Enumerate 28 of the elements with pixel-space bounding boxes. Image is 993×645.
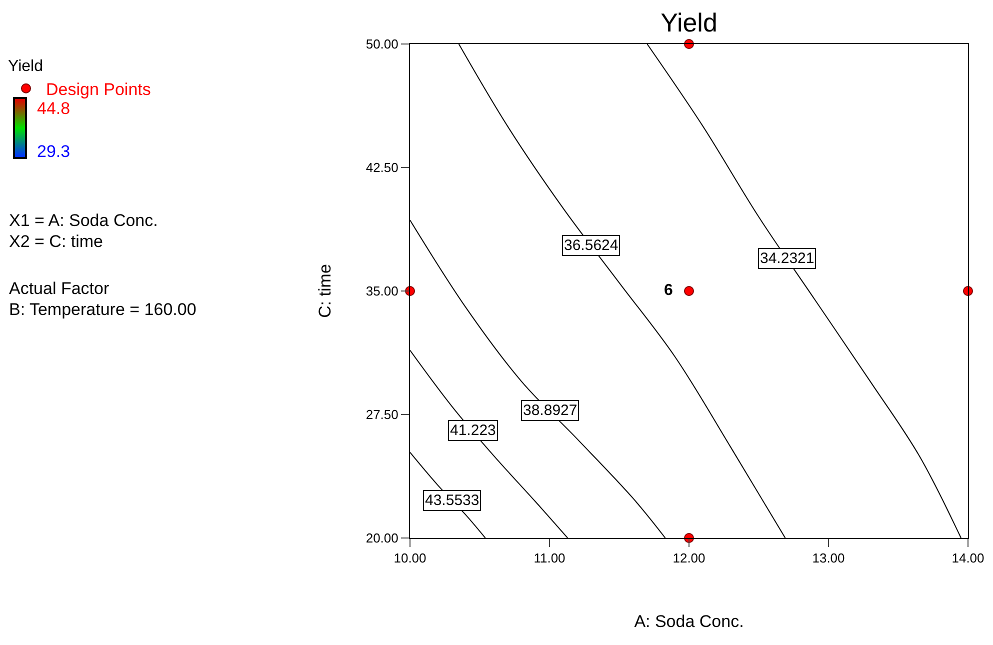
- x-tick-label: 14.00: [952, 550, 984, 566]
- annotation: 6: [664, 282, 673, 299]
- y-tick-label: 35.00: [366, 284, 398, 299]
- y-tick-label: 20.00: [366, 530, 398, 546]
- x-tick-label: 13.00: [812, 550, 845, 566]
- text: X2 = C: time: [9, 232, 104, 251]
- x-tick-label: 10.00: [394, 550, 426, 566]
- series-label: 36.5624: [564, 237, 618, 254]
- series-label: 43.5533: [425, 492, 480, 509]
- text: X1 = A: Soda Conc.: [9, 211, 158, 230]
- y-tick-label: 42.50: [366, 160, 398, 176]
- chart-title: Yield: [660, 8, 718, 38]
- series-label: 41.223: [450, 422, 496, 439]
- legend-label: Design Points: [46, 80, 151, 99]
- text: Actual Factor: [9, 279, 110, 298]
- y-tick-label: 50.00: [366, 36, 398, 52]
- legend-title: Yield: [8, 58, 43, 75]
- text: 29.3: [37, 142, 70, 161]
- text: B: Temperature = 160.00: [9, 300, 196, 319]
- x-tick-label: 12.00: [672, 550, 706, 566]
- series-label: 38.8927: [523, 402, 578, 419]
- x-tick-label: 11.00: [534, 550, 566, 566]
- series-label: 34.2321: [760, 250, 814, 267]
- y-tick-label: 27.50: [366, 407, 398, 422]
- point: [684, 286, 694, 296]
- x-axis-title: A: Soda Conc.: [634, 612, 744, 631]
- text: 44.8: [37, 99, 70, 118]
- y-axis-title: C: time: [315, 264, 334, 318]
